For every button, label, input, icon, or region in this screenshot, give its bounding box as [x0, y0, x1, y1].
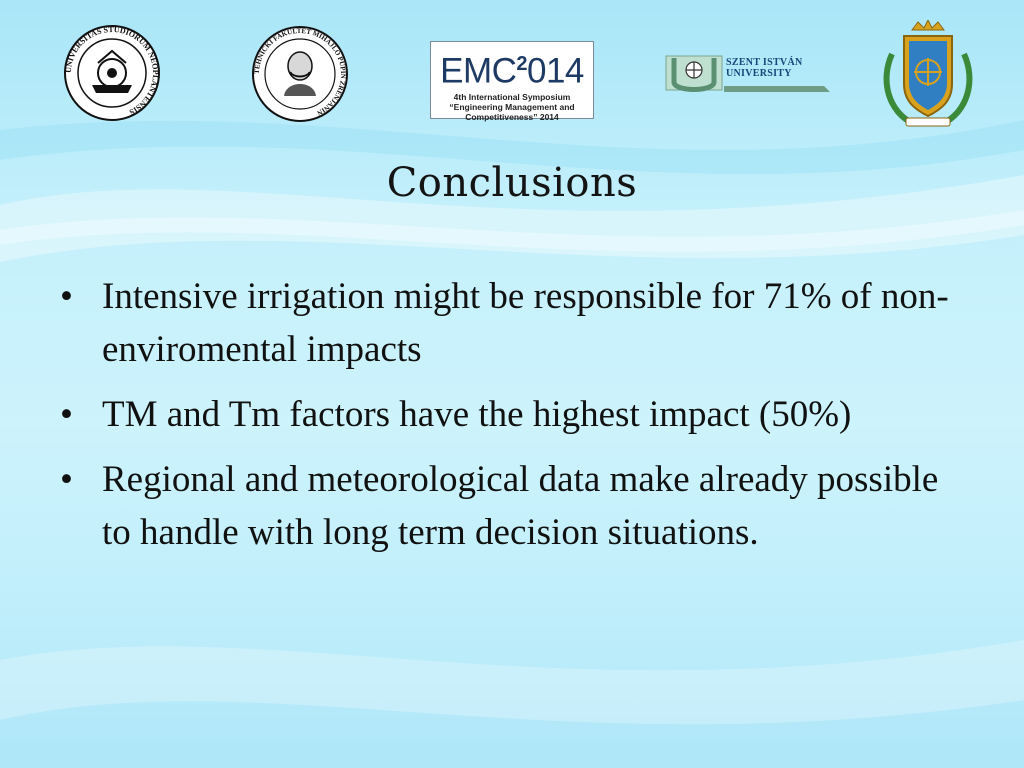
bullet-item: • Intensive irrigation might be responsib… — [60, 270, 960, 376]
szent-istvan-text: SZENT ISTVÁN UNIVERSITY — [726, 57, 803, 79]
szent-istvan-line2: UNIVERSITY — [726, 68, 792, 79]
bullet-list: • Intensive irrigation might be responsib… — [60, 270, 960, 571]
university-seal-icon: UNIVERSITAS STUDIORUM NEOPLANTENSIS — [64, 25, 160, 121]
slide-title: Conclusions — [386, 160, 638, 206]
bullet-item: • TM and Tm factors have the highest impa… — [60, 388, 960, 441]
emc-logo: EMC2014 4th International Symposium “Eng… — [430, 41, 594, 122]
portrait-seal-icon: TEHNIČKI FAKULTET MIHAJLO PUPIN ZRENJANI… — [252, 26, 348, 122]
bullet-text: TM and Tm factors have the highest impac… — [102, 394, 852, 435]
emc-subtitle-2: “Engineering Management and — [449, 101, 575, 112]
bullet-item: • Regional and meteorological data make a… — [60, 453, 960, 559]
szent-istvan-emblem-icon — [665, 55, 830, 92]
emc-subtitle-3: Competitiveness” 2014 — [465, 111, 559, 122]
bullet-dot: • — [60, 276, 73, 317]
logo-bar: UNIVERSITAS STUDIORUM NEOPLANTENSIS TEHN… — [0, 0, 1024, 140]
emc-heading: EMC2014 — [440, 51, 584, 91]
bullet-text: Intensive irrigation might be responsibl… — [102, 276, 949, 370]
coat-of-arms-icon — [883, 20, 973, 127]
emc-subtitle-1: 4th International Symposium — [453, 91, 571, 102]
bullet-dot: • — [60, 459, 73, 500]
szent-istvan-line1: SZENT ISTVÁN — [726, 57, 803, 68]
bullet-text: Regional and meteorological data make al… — [102, 459, 939, 553]
bullet-dot: • — [60, 394, 73, 435]
